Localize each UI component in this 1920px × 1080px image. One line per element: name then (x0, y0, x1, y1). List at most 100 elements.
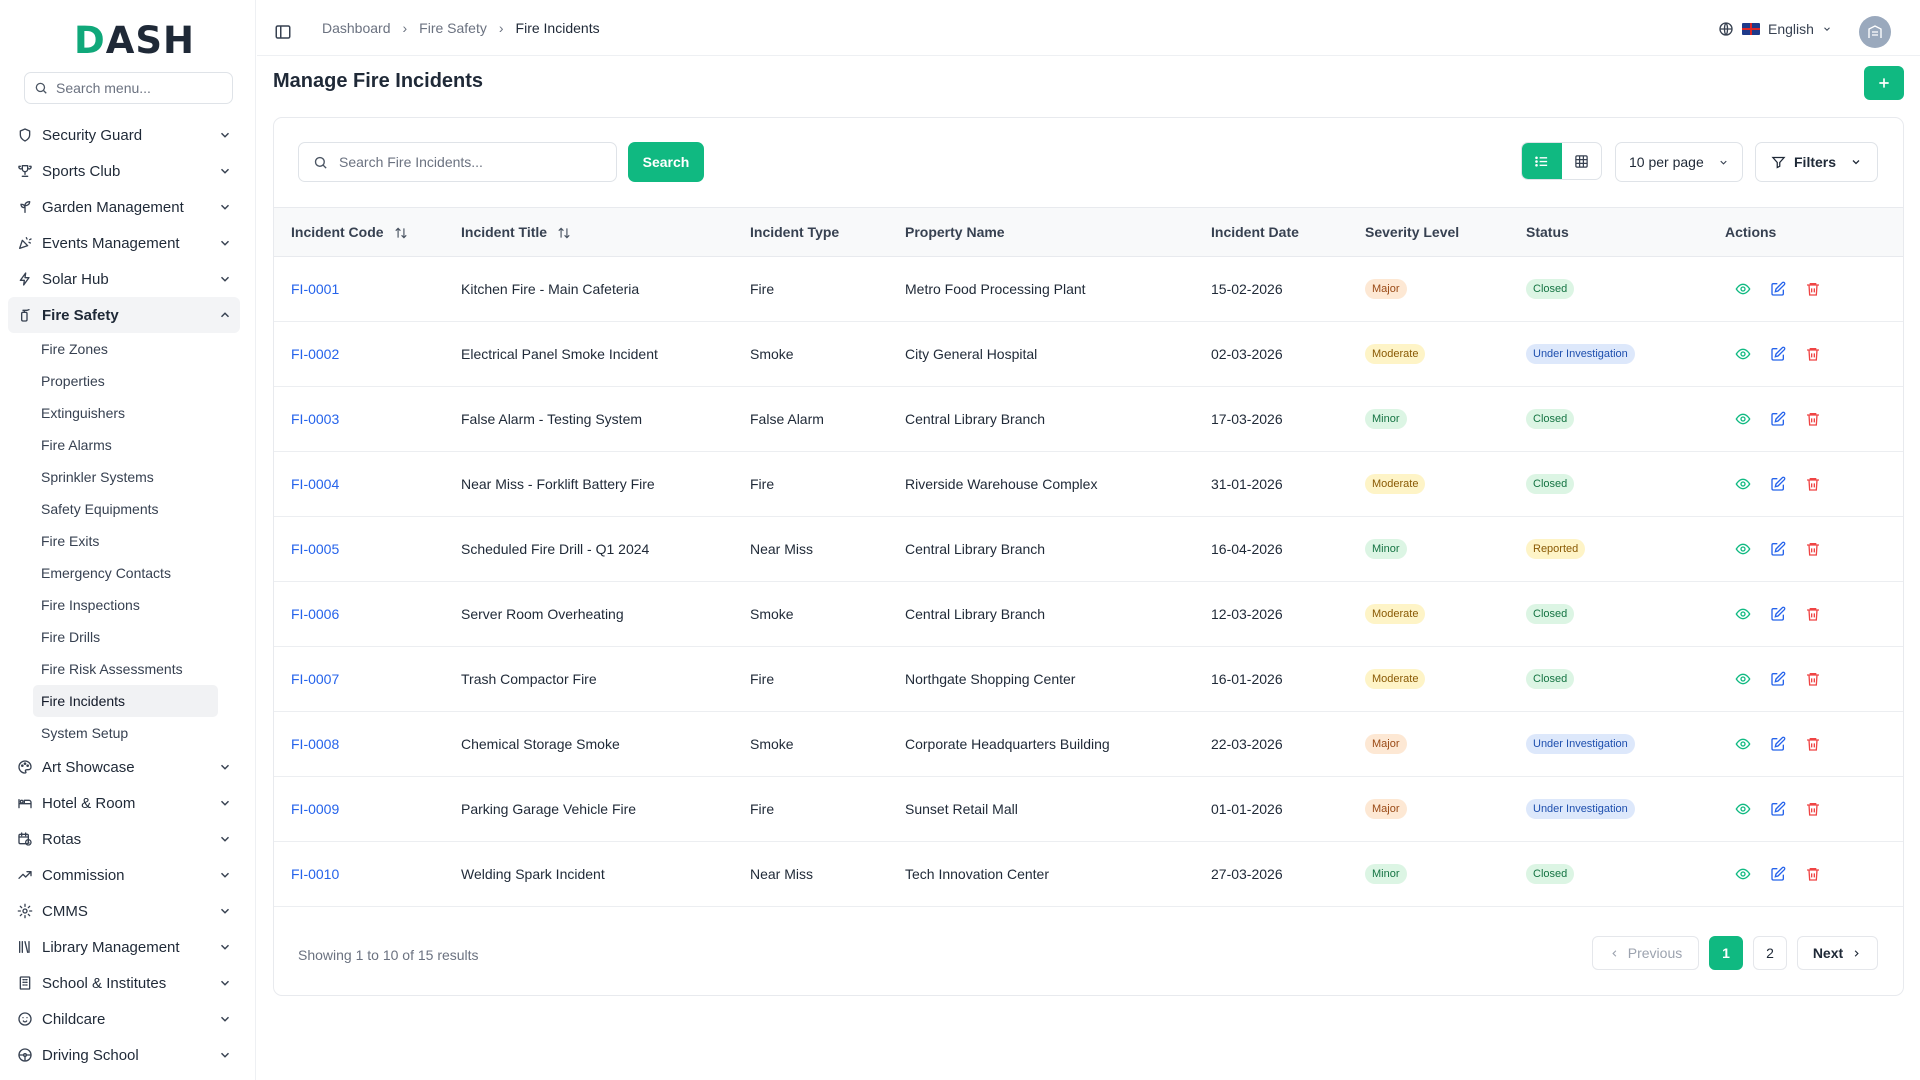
view-icon[interactable] (1734, 410, 1752, 428)
sidebar-item-fire-safety[interactable]: Fire Safety (8, 297, 240, 333)
col-incident-code[interactable]: Incident Code (274, 207, 461, 257)
sidebar-item-rotas[interactable]: Rotas (8, 821, 240, 857)
incident-search-input[interactable] (339, 154, 609, 170)
submenu-item-fire-inspections[interactable]: Fire Inspections (41, 597, 140, 613)
breadcrumb-fire-safety[interactable]: Fire Safety (419, 20, 487, 36)
sidebar-item-school-and-institutes[interactable]: School & Institutes (8, 965, 240, 1001)
sidebar-item-garden-management[interactable]: Garden Management (8, 189, 240, 225)
incident-code-link[interactable]: FI-0003 (291, 411, 340, 427)
view-icon[interactable] (1734, 280, 1752, 298)
incident-code-link[interactable]: FI-0009 (291, 801, 340, 817)
list-view-button[interactable] (1522, 143, 1562, 179)
incident-code-link[interactable]: FI-0006 (291, 606, 340, 622)
sidebar-item-hotel-and-room[interactable]: Hotel & Room (8, 785, 240, 821)
sidebar-item-solar-hub[interactable]: Solar Hub (8, 261, 240, 297)
sidebar-nav: Security Guard Sports Club Garden Manageme… (8, 117, 240, 1073)
page-1-button[interactable]: 1 (1709, 936, 1743, 970)
submenu-item-emergency-contacts[interactable]: Emergency Contacts (41, 565, 171, 581)
sidebar-item-childcare[interactable]: Childcare (8, 1001, 240, 1037)
sidebar-item-label: Childcare (42, 1010, 106, 1028)
delete-icon[interactable] (1804, 475, 1822, 493)
view-icon[interactable] (1734, 475, 1752, 493)
row-actions (1725, 735, 1903, 753)
delete-icon[interactable] (1804, 345, 1822, 363)
sidebar-item-label: Art Showcase (42, 758, 135, 776)
delete-icon[interactable] (1804, 605, 1822, 623)
incident-code-link[interactable]: FI-0005 (291, 541, 340, 557)
sidebar-item-cmms[interactable]: CMMS (8, 893, 240, 929)
delete-icon[interactable] (1804, 735, 1822, 753)
submenu-item-fire-incidents[interactable]: Fire Incidents (33, 685, 218, 717)
previous-page-button[interactable]: Previous (1592, 936, 1699, 970)
edit-icon[interactable] (1769, 540, 1787, 558)
incident-code-link[interactable]: FI-0002 (291, 346, 340, 362)
delete-icon[interactable] (1804, 540, 1822, 558)
chevron-down-icon (220, 872, 230, 878)
next-page-button[interactable]: Next (1797, 936, 1878, 970)
edit-icon[interactable] (1769, 865, 1787, 883)
delete-icon[interactable] (1804, 670, 1822, 688)
delete-icon[interactable] (1804, 800, 1822, 818)
severity-badge: Major (1365, 279, 1407, 299)
submenu-item-system-setup[interactable]: System Setup (41, 725, 129, 741)
sidebar-item-events-management[interactable]: Events Management (8, 225, 240, 261)
per-page-value: 10 per page (1629, 154, 1704, 170)
edit-icon[interactable] (1769, 280, 1787, 298)
view-icon[interactable] (1734, 605, 1752, 623)
view-icon[interactable] (1734, 865, 1752, 883)
col-incident-title[interactable]: Incident Title (461, 207, 750, 257)
view-icon[interactable] (1734, 670, 1752, 688)
search-button[interactable]: Search (628, 142, 704, 182)
submenu-item-safety-equipments[interactable]: Safety Equipments (41, 501, 159, 517)
sidebar-item-library-management[interactable]: Library Management (8, 929, 240, 965)
edit-icon[interactable] (1769, 800, 1787, 818)
app-logo[interactable]: DASH (74, 19, 195, 62)
user-avatar[interactable] (1859, 16, 1891, 48)
delete-icon[interactable] (1804, 410, 1822, 428)
filters-button[interactable]: Filters (1755, 142, 1878, 182)
incident-title: Near Miss - Forklift Battery Fire (461, 451, 750, 517)
incident-code-link[interactable]: FI-0007 (291, 671, 340, 687)
table-row: FI-0010 Welding Spark Incident Near Miss Te… (274, 841, 1903, 907)
grid-view-button[interactable] (1562, 143, 1602, 179)
row-actions (1725, 605, 1903, 623)
breadcrumb-dashboard[interactable]: Dashboard (322, 20, 391, 36)
submenu-item-fire-drills[interactable]: Fire Drills (41, 629, 101, 645)
page-2-button[interactable]: 2 (1753, 936, 1787, 970)
edit-icon[interactable] (1769, 605, 1787, 623)
view-icon[interactable] (1734, 345, 1752, 363)
submenu-item-extinguishers[interactable]: Extinguishers (41, 405, 126, 421)
sidebar-item-label: Garden Management (42, 198, 184, 216)
col-actions: Actions (1725, 207, 1903, 257)
language-selector[interactable]: English (1718, 21, 1832, 37)
delete-icon[interactable] (1804, 865, 1822, 883)
submenu-item-sprinkler-systems[interactable]: Sprinkler Systems (41, 469, 154, 485)
view-icon[interactable] (1734, 540, 1752, 558)
delete-icon[interactable] (1804, 280, 1822, 298)
submenu-item-fire-risk-assessments[interactable]: Fire Risk Assessments (41, 661, 183, 677)
edit-icon[interactable] (1769, 735, 1787, 753)
sidebar-item-security-guard[interactable]: Security Guard (8, 117, 240, 153)
per-page-select[interactable]: 10 per page (1615, 142, 1743, 182)
incident-code-link[interactable]: FI-0008 (291, 736, 340, 752)
sidebar-toggle-icon[interactable] (274, 23, 292, 41)
sidebar-item-driving-school[interactable]: Driving School (8, 1037, 240, 1073)
view-icon[interactable] (1734, 800, 1752, 818)
submenu-item-properties[interactable]: Properties (41, 373, 105, 389)
submenu-item-fire-zones[interactable]: Fire Zones (41, 341, 108, 357)
edit-icon[interactable] (1769, 475, 1787, 493)
sidebar-item-commission[interactable]: Commission (8, 857, 240, 893)
sidebar-item-sports-club[interactable]: Sports Club (8, 153, 240, 189)
incident-code-link[interactable]: FI-0001 (291, 281, 340, 297)
submenu-item-fire-exits[interactable]: Fire Exits (41, 533, 100, 549)
edit-icon[interactable] (1769, 410, 1787, 428)
edit-icon[interactable] (1769, 345, 1787, 363)
view-icon[interactable] (1734, 735, 1752, 753)
sidebar-search-input[interactable] (56, 80, 216, 96)
submenu-item-fire-alarms[interactable]: Fire Alarms (41, 437, 112, 453)
incident-code-link[interactable]: FI-0010 (291, 866, 340, 882)
sidebar-item-art-showcase[interactable]: Art Showcase (8, 749, 240, 785)
edit-icon[interactable] (1769, 670, 1787, 688)
incident-code-link[interactable]: FI-0004 (291, 476, 340, 492)
add-incident-button[interactable] (1864, 66, 1904, 100)
